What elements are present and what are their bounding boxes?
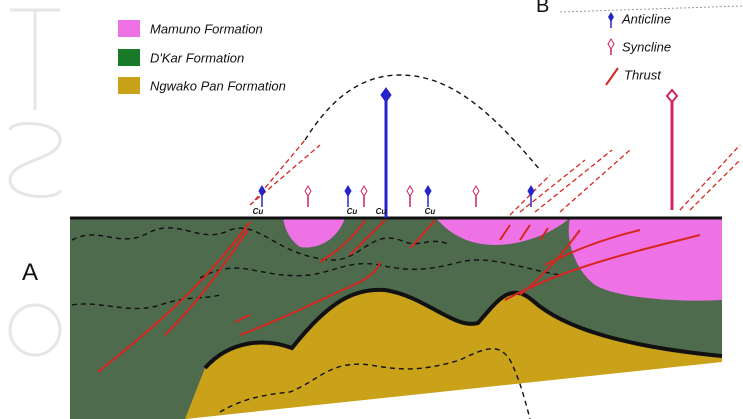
- legend-label: Mamuno Formation: [150, 21, 263, 36]
- section-label: A: [22, 259, 38, 286]
- legend-swatch: [118, 20, 140, 37]
- legend-icon: [608, 39, 614, 49]
- legend-label: D'Kar Formation: [150, 50, 244, 65]
- legend-label: Ngwako Pan Formation: [150, 78, 286, 93]
- projected-thrusts: [250, 140, 740, 215]
- cu-label: Cu: [347, 207, 358, 216]
- cu-label: Cu: [376, 207, 387, 216]
- legend-icon: [606, 68, 618, 85]
- legend-label: Thrust: [624, 67, 662, 82]
- legend-swatch: [118, 77, 140, 94]
- legend: Mamuno Formation D'Kar Formation Ngwako …: [118, 11, 671, 94]
- anticline-markers: [259, 88, 534, 218]
- syncline-markers: [305, 90, 677, 210]
- cu-label: Cu: [253, 207, 264, 216]
- fold-envelope: [305, 75, 540, 170]
- legend-label: Anticline: [621, 11, 671, 26]
- legend-icon: [608, 12, 614, 22]
- watermark: [10, 10, 60, 355]
- legend-swatch: [118, 49, 140, 66]
- section-label: B: [536, 0, 549, 17]
- cross-section-diagram: Cu Cu Cu Cu A B Mamuno Formation D'Kar F…: [0, 0, 743, 419]
- cu-label: Cu: [425, 207, 436, 216]
- legend-label: Syncline: [622, 39, 671, 54]
